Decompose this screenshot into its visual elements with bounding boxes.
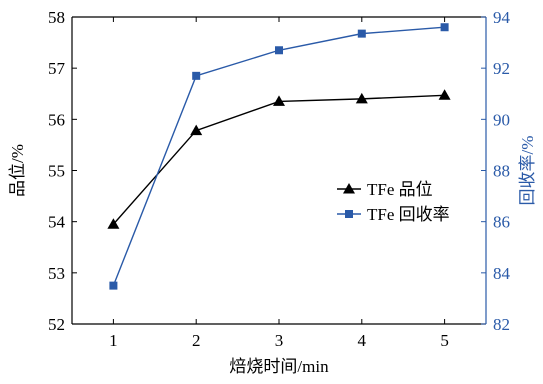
x-tick-label: 2 (192, 331, 201, 350)
data-point (109, 281, 118, 290)
left-y-axis-title: 品位/% (8, 144, 27, 197)
legend-marker (343, 183, 355, 194)
left-y-tick-label: 56 (48, 110, 65, 129)
ticks: 1 2 3 4 5 52 53 54 55 56 57 58 82 84 86 88 90 92 94 (48, 8, 511, 350)
series-line (112, 26, 445, 286)
x-axis-title: 焙烧时间/min (229, 357, 329, 376)
axes (71, 16, 487, 325)
legend-item: TFe 回收率 (337, 205, 450, 224)
right-y-tick-label: 94 (493, 8, 511, 27)
data-point (107, 218, 120, 229)
x-tick-label: 4 (358, 331, 367, 350)
right-y-tick-label: 88 (493, 162, 510, 181)
data-point (192, 71, 201, 80)
legend-marker (345, 210, 353, 218)
data-point (438, 89, 451, 100)
data-point (273, 95, 285, 106)
legend-label: TFe 回收率 (367, 205, 450, 224)
legend-item: TFe 品位 (337, 180, 433, 199)
left-y-tick-label: 54 (48, 213, 66, 232)
data-point (357, 29, 366, 38)
right-y-tick-label: 84 (493, 264, 511, 283)
series-layer (107, 23, 451, 290)
x-tick-label: 1 (109, 331, 118, 350)
data-point (355, 92, 368, 104)
left-y-tick-label: 52 (48, 315, 65, 334)
data-point (440, 23, 449, 32)
x-tick-label: 3 (275, 331, 284, 350)
data-point (190, 124, 203, 136)
right-y-axis-title: 回收率/% (518, 136, 537, 206)
legend: TFe 品位 TFe 回收率 (337, 180, 450, 224)
x-tick-label: 5 (440, 331, 449, 350)
series-recovery (109, 23, 449, 290)
left-y-tick-label: 57 (48, 59, 66, 78)
right-y-tick-label: 82 (493, 315, 510, 334)
left-y-tick-label: 58 (48, 8, 65, 27)
right-y-tick-label: 92 (493, 59, 510, 78)
legend-label: TFe 品位 (367, 180, 433, 199)
right-y-tick-label: 86 (493, 213, 510, 232)
right-y-tick-label: 90 (493, 110, 510, 129)
series-grade (107, 89, 451, 229)
data-point (275, 46, 283, 55)
left-y-tick-label: 53 (48, 264, 65, 283)
left-y-tick-label: 55 (48, 162, 65, 181)
